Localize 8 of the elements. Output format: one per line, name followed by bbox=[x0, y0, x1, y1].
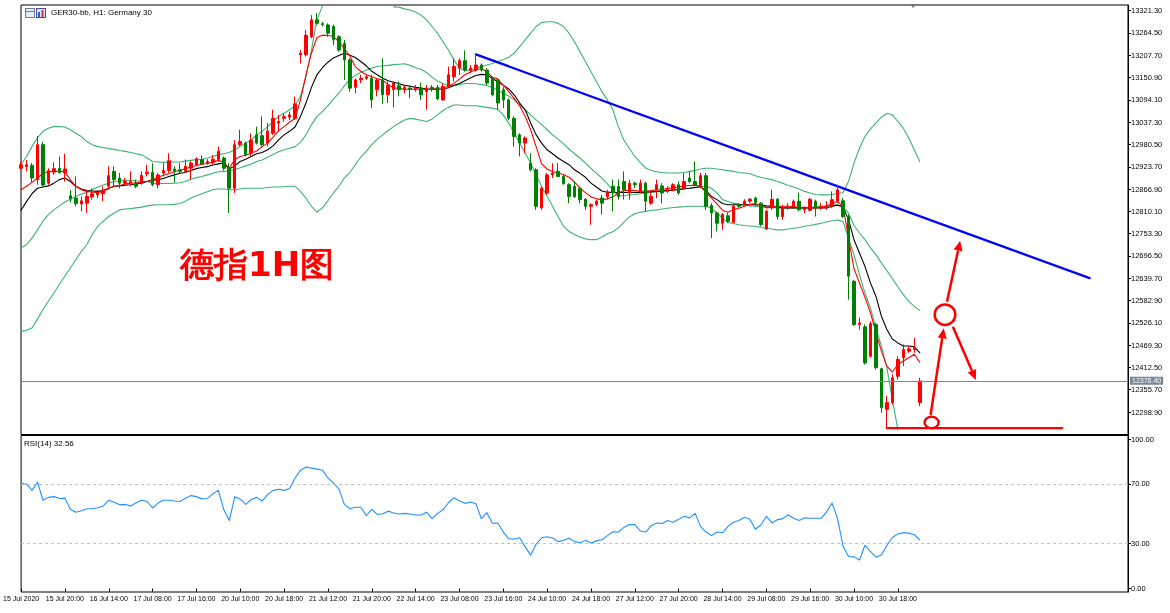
candlestick bbox=[36, 135, 39, 186]
candlestick bbox=[19, 161, 23, 171]
chart-title: RSI(14) 32.56 bbox=[24, 438, 75, 448]
candlestick bbox=[41, 141, 45, 187]
candlestick bbox=[25, 159, 28, 172]
candlestick bbox=[47, 167, 50, 186]
line-series bbox=[20, 466, 921, 561]
candlestick bbox=[30, 162, 34, 184]
